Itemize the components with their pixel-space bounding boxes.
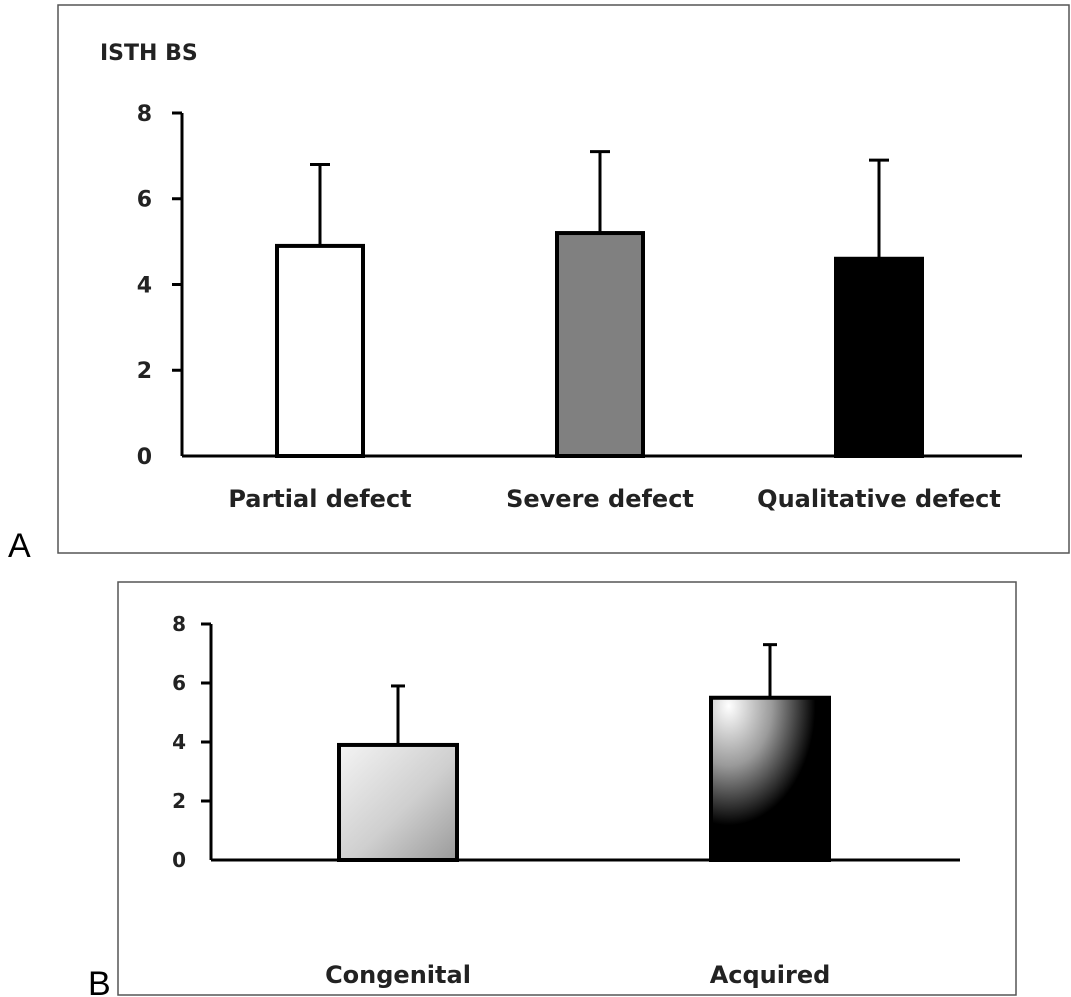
x-category-label: Severe defect — [506, 485, 694, 513]
chart-a: 0 2 4 6 8 Partial defect Severe defect Qualitat… — [137, 102, 1022, 513]
bar — [555, 231, 645, 458]
y-tick-label: 4 — [172, 730, 186, 754]
y-tick-label: 0 — [137, 445, 152, 470]
y-tick-label: 4 — [137, 273, 152, 298]
panel-a-frame — [57, 4, 1070, 554]
chart-b: 0 2 4 6 8 Congenital Acquired — [172, 612, 960, 989]
bar — [709, 695, 831, 862]
y-tick-label: 6 — [172, 671, 186, 695]
y-tick-label: 2 — [137, 359, 152, 384]
y-tick-label: 0 — [172, 848, 186, 872]
y-tick-label: 8 — [137, 102, 152, 127]
panel-b-frame — [117, 581, 1017, 996]
panel-a-letter: A — [8, 527, 31, 565]
y-tick-label: 6 — [137, 188, 152, 213]
panel-a-ylabel: ISTH BS — [100, 41, 198, 66]
x-category-label: Acquired — [710, 961, 831, 989]
x-category-label: Qualitative defect — [757, 485, 1001, 513]
x-category-label: Congenital — [325, 961, 471, 989]
bar — [337, 742, 459, 863]
bar — [275, 243, 365, 458]
panel-b-letter: B — [88, 965, 111, 997]
y-tick-label: 2 — [172, 789, 186, 813]
x-category-label: Partial defect — [228, 485, 411, 513]
bar — [834, 256, 924, 458]
y-tick-label: 8 — [172, 612, 186, 636]
